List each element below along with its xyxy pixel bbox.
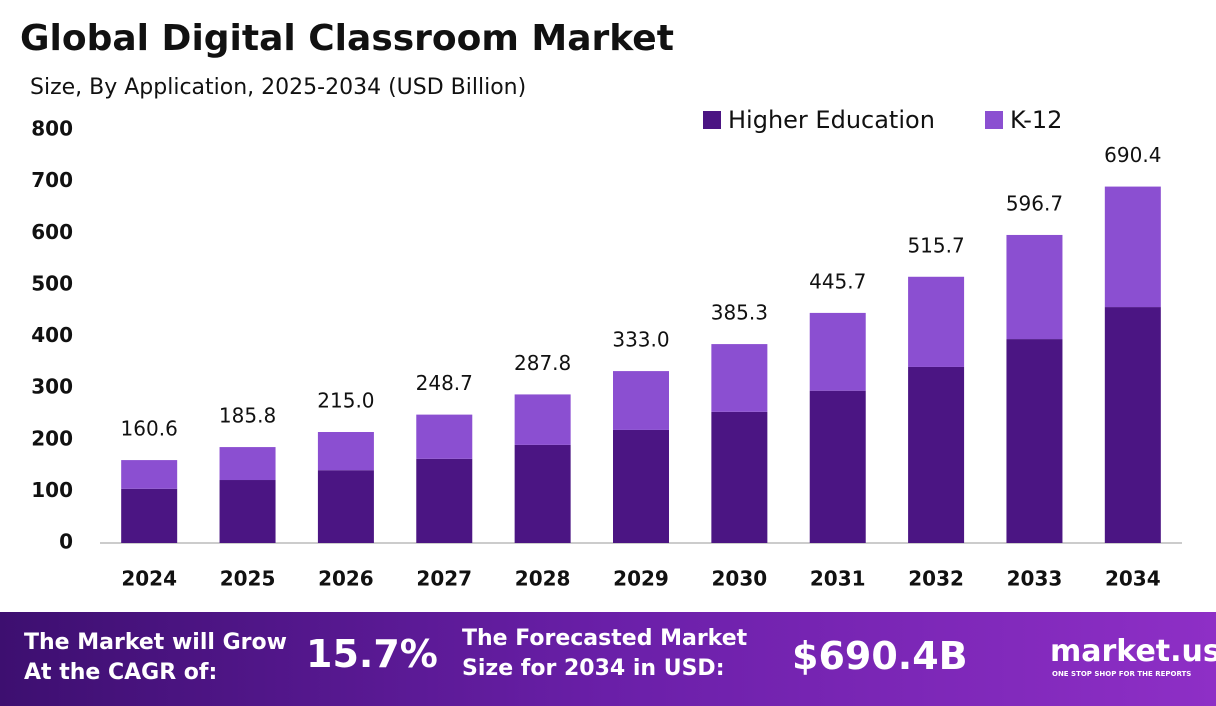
cagr-label-1: The Market will Grow (24, 630, 287, 655)
forecast-label-2: Size for 2034 in USD: (462, 656, 725, 681)
bar-segment (514, 444, 571, 543)
x-tick-label: 2032 (908, 567, 964, 591)
bar-segment (317, 432, 374, 471)
x-tick-label: 2033 (1007, 567, 1063, 591)
legend-swatch (985, 111, 1003, 129)
logo: market.us (1050, 634, 1216, 669)
y-tick-label: 400 (31, 323, 73, 347)
chart-subtitle: Size, By Application, 2025-2034 (USD Bil… (30, 75, 526, 100)
y-tick-label: 300 (31, 375, 73, 399)
bar-segment (809, 312, 866, 391)
bar-segment (1006, 339, 1063, 543)
total-label: 596.7 (1006, 191, 1063, 215)
total-label: 445.7 (809, 269, 866, 293)
total-label: 248.7 (416, 371, 473, 395)
total-label: 515.7 (907, 233, 964, 257)
bar-segment (711, 344, 768, 412)
total-label: 385.3 (711, 301, 768, 325)
cagr-value: 15.7% (306, 632, 438, 676)
total-label: 333.0 (612, 328, 669, 352)
x-tick-label: 2026 (318, 567, 374, 591)
x-tick-label: 2031 (810, 567, 866, 591)
y-tick-label: 0 (59, 530, 73, 554)
bar-segment (121, 488, 178, 543)
footer: The Market will Grow At the CAGR of: 15.… (0, 612, 1216, 706)
bar-segment (711, 411, 768, 543)
bar-segment (317, 470, 374, 543)
x-tick-label: 2024 (121, 567, 177, 591)
x-tick-label: 2027 (416, 567, 472, 591)
bar-segment (613, 371, 669, 430)
bar-segment (1104, 307, 1161, 543)
bar-segment (908, 366, 965, 543)
bar-segment (809, 390, 866, 543)
bar-segment (1104, 186, 1161, 308)
total-label: 185.8 (219, 404, 276, 428)
bar-segment (416, 414, 473, 459)
bar-segment (416, 458, 473, 543)
x-tick-label: 2030 (712, 567, 768, 591)
y-tick-label: 500 (31, 271, 73, 295)
bar-segment (908, 276, 965, 367)
bar-segment (121, 460, 178, 489)
bar-segment (613, 429, 669, 543)
chart: Global Digital Classroom Market Size, By… (20, 18, 1182, 591)
bar-segment (219, 447, 276, 481)
bar-segment (219, 480, 276, 543)
legend-label: K-12 (1010, 106, 1062, 134)
total-label: 215.0 (317, 389, 374, 413)
y-tick-label: 100 (31, 478, 73, 502)
y-tick-label: 800 (31, 117, 73, 141)
total-label: 690.4 (1104, 143, 1161, 167)
x-tick-label: 2034 (1105, 567, 1161, 591)
total-label: 287.8 (514, 351, 571, 375)
y-tick-label: 600 (31, 220, 73, 244)
legend-label: Higher Education (728, 106, 935, 134)
total-label: 160.6 (121, 417, 178, 441)
logo-tagline: ONE STOP SHOP FOR THE REPORTS (1052, 670, 1192, 678)
bar-segment (1006, 234, 1063, 340)
x-tick-label: 2025 (220, 567, 276, 591)
x-tick-label: 2029 (613, 567, 669, 591)
bar-segment (514, 394, 571, 445)
forecast-label-1: The Forecasted Market (462, 626, 748, 651)
legend-swatch (703, 111, 721, 129)
cagr-label-2: At the CAGR of: (24, 660, 218, 685)
x-tick-label: 2028 (515, 567, 571, 591)
y-tick-label: 200 (31, 426, 73, 450)
y-tick-label: 700 (31, 168, 73, 192)
forecast-value: $690.4B (792, 634, 968, 678)
chart-title: Global Digital Classroom Market (20, 18, 674, 59)
